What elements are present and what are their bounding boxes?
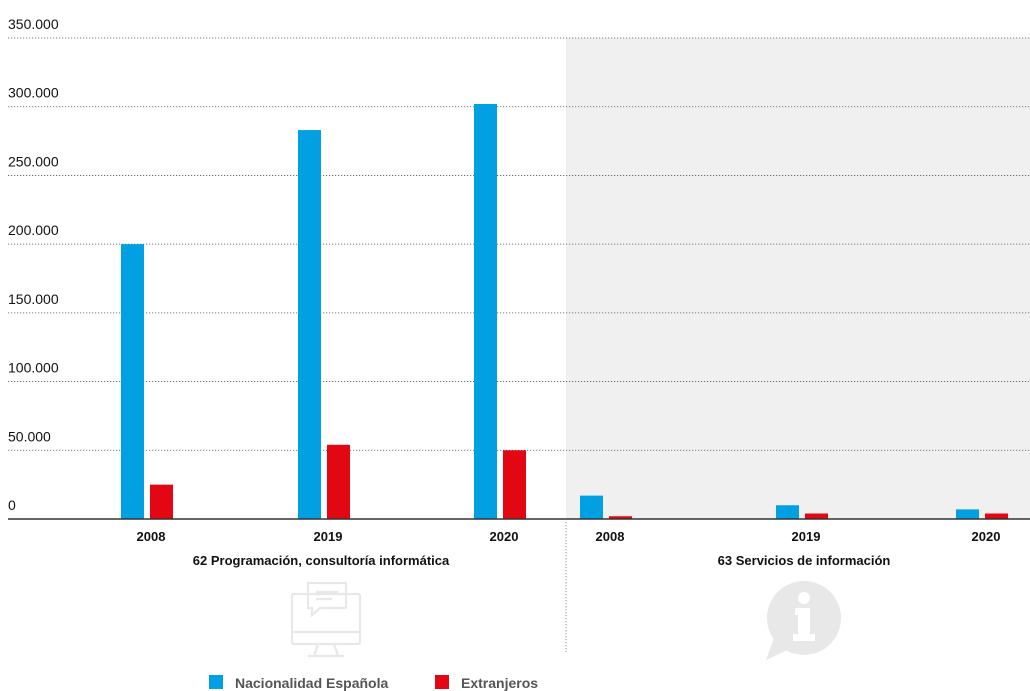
bar-nacionalidad-espanola: [776, 505, 799, 519]
group-labels: 62 Programación, consultoría informática…: [193, 553, 891, 568]
bar-extranjeros: [805, 513, 828, 519]
y-tick-label: 0: [8, 497, 16, 513]
bar-extranjeros: [150, 484, 173, 519]
x-tick-label: 2020: [972, 529, 1001, 544]
bar-nacionalidad-espanola: [121, 244, 144, 519]
bar-extranjeros: [985, 513, 1008, 519]
bar-nacionalidad-espanola: [298, 130, 321, 519]
bar-extranjeros: [609, 516, 632, 519]
bar-nacionalidad-espanola: [474, 103, 497, 520]
computer-chat-icon: [290, 581, 362, 658]
x-tick-label: 2008: [137, 529, 166, 544]
bar-nacionalidad-espanola: [956, 509, 979, 519]
y-tick-label: 50.000: [8, 428, 51, 444]
legend-label: Extranjeros: [461, 675, 538, 691]
y-tick-label: 250.000: [8, 153, 59, 169]
group-label: 62 Programación, consultoría informática: [193, 553, 450, 568]
info-bubble-icon: [766, 581, 841, 660]
legend-label: Nacionalidad Española: [235, 675, 388, 691]
bar-nacionalidad-espanola: [580, 495, 603, 519]
bars: [121, 103, 1008, 520]
legend-swatch: [435, 675, 449, 689]
bar-extranjeros: [503, 450, 526, 519]
legend-swatch: [209, 675, 223, 689]
shaded-panel-background: [566, 38, 1030, 519]
x-tick-label: 2019: [792, 529, 821, 544]
group-label: 63 Servicios de información: [718, 553, 891, 568]
y-tick-label: 350.000: [8, 16, 59, 32]
bar-extranjeros: [327, 444, 350, 519]
x-axis-labels: 2008 2019 2020 2008 2019 2020: [137, 529, 1001, 544]
x-tick-label: 2019: [314, 529, 343, 544]
legend: Nacionalidad Española Extranjeros: [209, 675, 538, 691]
y-tick-label: 150.000: [8, 291, 59, 307]
y-axis-ticks: 0 50.000 100.000 150.000 200.000 250.000 300.0…: [8, 16, 59, 513]
y-tick-label: 200.000: [8, 222, 59, 238]
x-tick-label: 2020: [490, 529, 519, 544]
x-tick-label: 2008: [596, 529, 625, 544]
y-tick-label: 300.000: [8, 85, 59, 101]
y-tick-label: 100.000: [8, 360, 59, 376]
